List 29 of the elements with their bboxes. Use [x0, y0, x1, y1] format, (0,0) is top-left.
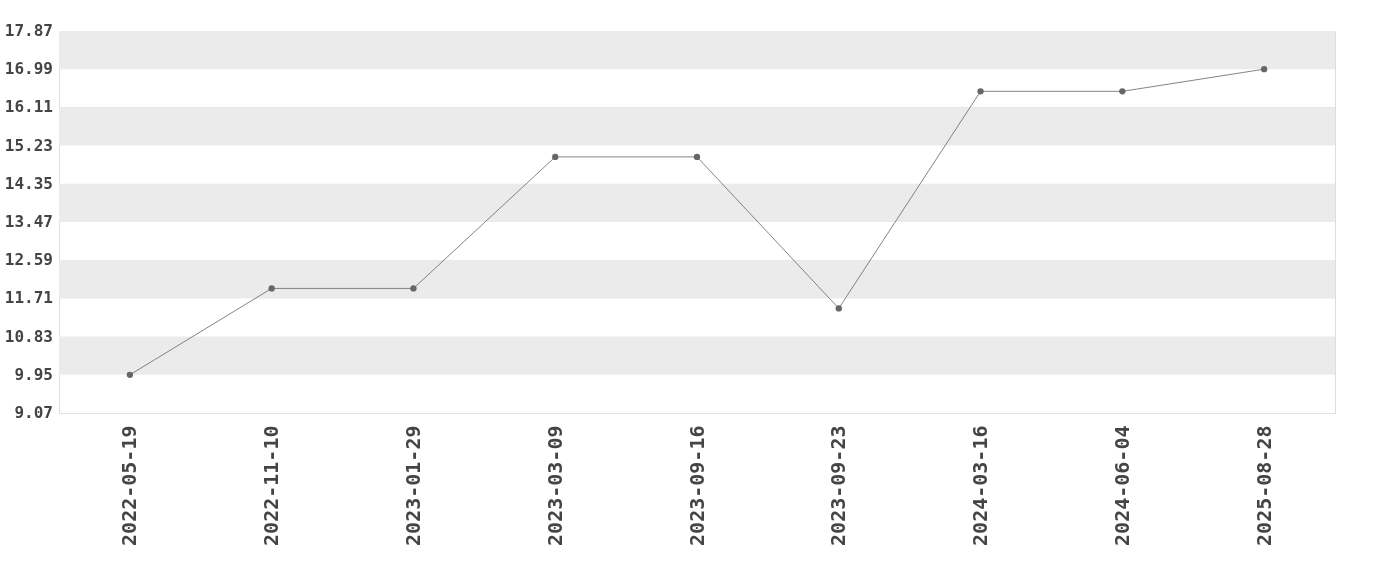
y-tick-label: 17.87	[4, 21, 53, 40]
x-tick-label: 2023-09-16	[684, 425, 709, 546]
point	[1260, 66, 1268, 73]
y-tick-label: 15.23	[4, 135, 53, 155]
x-tick-label: 2022-05-19	[117, 425, 142, 546]
x-tick-label: 2023-01-29	[400, 425, 425, 546]
x-tick-label: 2024-03-16	[968, 425, 993, 546]
y-tick-label: 9.95	[14, 364, 53, 384]
y-tick-label: 12.59	[4, 250, 53, 270]
y-tick-label: 9.07	[14, 403, 53, 422]
point	[693, 153, 701, 161]
x-tick-label: 2023-03-09	[542, 425, 567, 546]
y-tick-label: 13.47	[4, 212, 53, 231]
y-tick-label: 14.35	[4, 173, 53, 193]
point	[126, 371, 134, 378]
x-tick-label: 2025-08-28	[1251, 425, 1276, 546]
x-tick-label: 2022-11-10	[259, 425, 284, 546]
y-tick-label: 10.83	[4, 326, 53, 346]
x-tick-label: 2024-06-04	[1109, 425, 1134, 546]
x-tick-label: 2023-09-23	[826, 425, 851, 546]
y-tick-label: 16.99	[4, 59, 53, 79]
y-tick-label: 11.71	[4, 288, 53, 308]
point	[835, 305, 842, 312]
point	[410, 285, 417, 292]
y-tick-label: 16.11	[4, 97, 53, 117]
point	[552, 153, 559, 161]
point	[1119, 88, 1126, 95]
point	[268, 285, 275, 292]
point	[977, 88, 984, 95]
